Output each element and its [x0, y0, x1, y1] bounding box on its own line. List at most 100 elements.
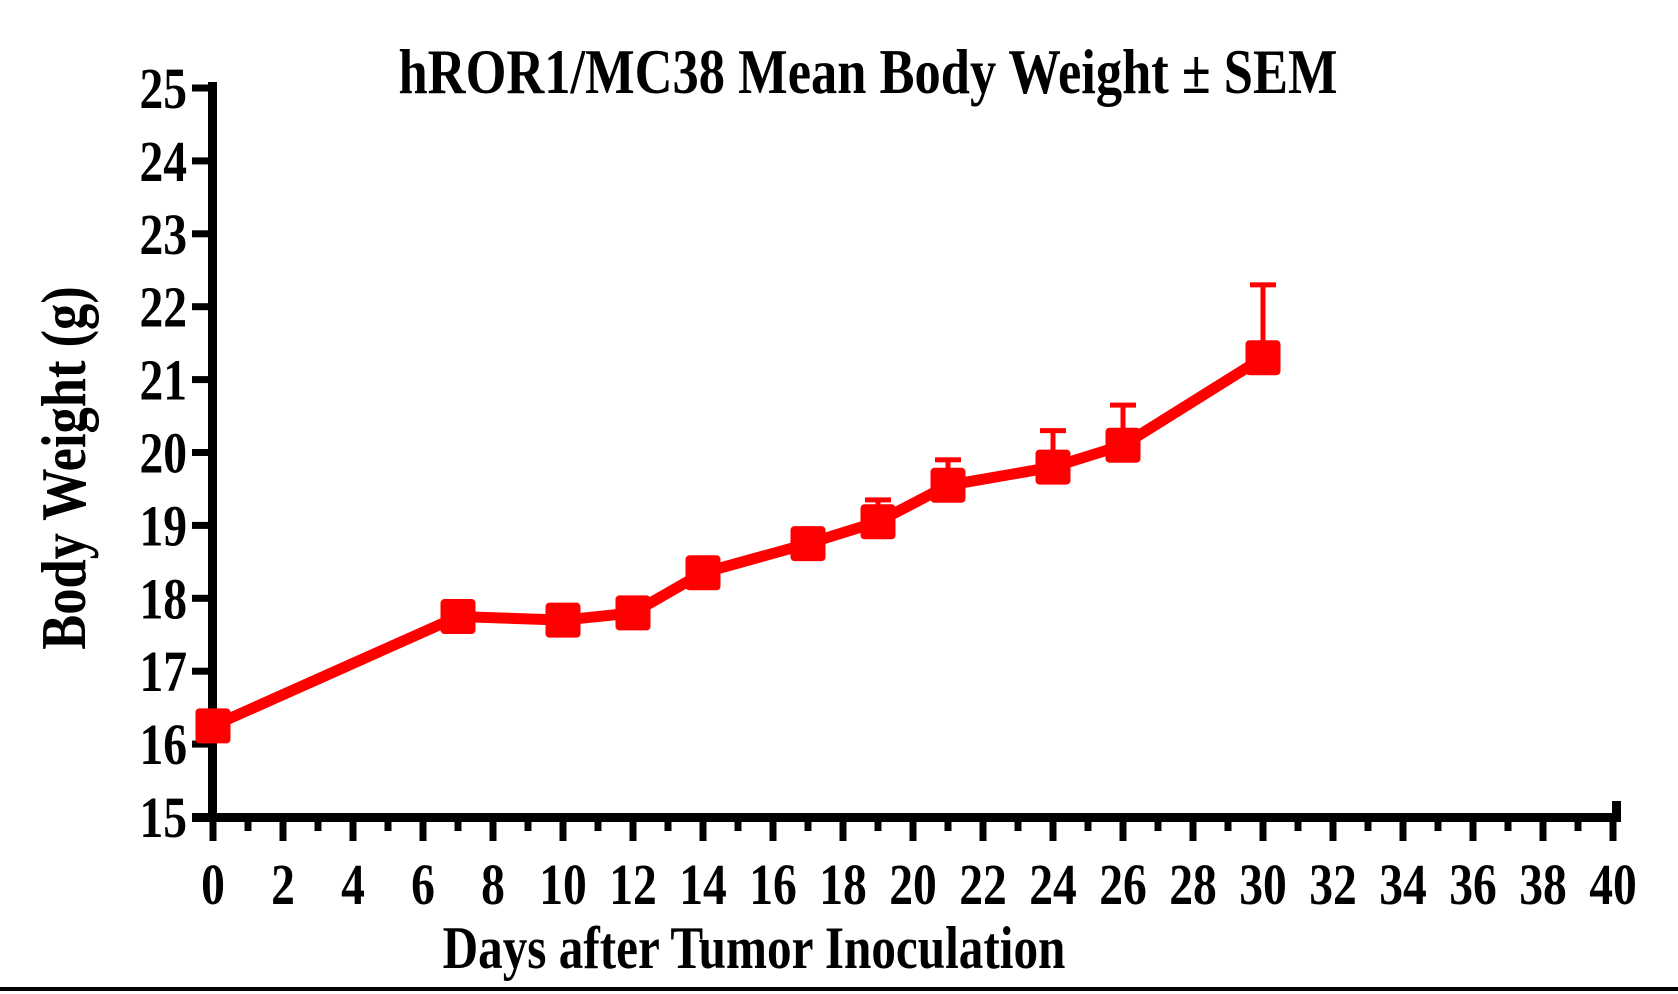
x-minor-tick — [874, 817, 882, 831]
y-tick — [192, 376, 213, 384]
x-axis-end-cap — [1612, 801, 1621, 815]
data-point-marker — [1245, 340, 1281, 376]
x-major-tick — [349, 817, 357, 841]
error-bar-cap — [1250, 282, 1276, 288]
y-tick — [192, 84, 213, 92]
x-minor-tick — [384, 817, 392, 831]
tick-label: 38 — [1519, 854, 1567, 917]
x-minor-tick — [454, 817, 462, 831]
y-tick — [192, 813, 213, 821]
x-minor-tick — [1434, 817, 1442, 831]
x-major-tick — [979, 817, 987, 841]
error-bar-stem — [1120, 405, 1126, 446]
tick-label: 16 — [139, 714, 187, 777]
x-major-tick — [1119, 817, 1127, 841]
tick-label: 30 — [1239, 854, 1287, 917]
x-major-tick — [209, 817, 217, 841]
x-major-tick — [1469, 817, 1477, 841]
x-major-tick — [419, 817, 427, 841]
tick-label: 25 — [139, 58, 187, 121]
x-minor-tick — [314, 817, 322, 831]
x-minor-tick — [244, 817, 252, 831]
tick-label: 8 — [481, 854, 505, 917]
x-minor-tick — [594, 817, 602, 831]
tick-label: 34 — [1379, 854, 1427, 917]
chart-title: hROR1/MC38 Mean Body Weight ± SEM — [398, 36, 1338, 107]
error-bar-cap — [935, 457, 961, 463]
x-minor-tick — [944, 817, 952, 831]
x-major-tick — [1259, 817, 1267, 841]
x-minor-tick — [1084, 817, 1092, 831]
error-bar-stem — [1050, 430, 1056, 468]
error-bar-cap — [865, 497, 891, 503]
x-axis-line — [192, 813, 1621, 822]
x-major-tick — [909, 817, 917, 841]
tick-label: 10 — [539, 854, 587, 917]
tick-label: 22 — [959, 854, 1007, 917]
y-tick — [192, 303, 213, 311]
x-major-tick — [559, 817, 567, 841]
data-point-marker — [930, 467, 966, 503]
x-major-tick — [769, 817, 777, 841]
tick-label: 0 — [201, 854, 225, 917]
x-major-tick — [1329, 817, 1337, 841]
tick-label: 6 — [411, 854, 435, 917]
tick-label: 36 — [1449, 854, 1497, 917]
x-major-tick — [489, 817, 497, 841]
data-point-marker — [685, 555, 721, 591]
data-point-marker — [1035, 449, 1071, 485]
data-point-marker — [860, 504, 896, 540]
tick-label: 40 — [1589, 854, 1637, 917]
tick-label: 2 — [271, 854, 295, 917]
x-minor-tick — [664, 817, 672, 831]
x-minor-tick — [1364, 817, 1372, 831]
bottom-divider — [0, 987, 1678, 991]
series-line — [210, 353, 1266, 731]
tick-label: 16 — [749, 854, 797, 917]
tick-label: 19 — [139, 495, 187, 558]
tick-label: 26 — [1099, 854, 1147, 917]
tick-label: 12 — [609, 854, 657, 917]
error-bar-cap — [1040, 428, 1066, 434]
x-axis-label: Days after Tumor Inoculation — [442, 915, 1066, 981]
x-minor-tick — [1294, 817, 1302, 831]
tick-label: 18 — [819, 854, 867, 917]
x-major-tick — [839, 817, 847, 841]
data-point-marker — [790, 526, 826, 562]
tick-label: 17 — [139, 641, 187, 704]
x-minor-tick — [1504, 817, 1512, 831]
tick-label: 18 — [139, 568, 187, 631]
x-major-tick — [1539, 817, 1547, 841]
y-tick — [192, 157, 213, 165]
y-tick — [192, 594, 213, 602]
x-minor-tick — [1014, 817, 1022, 831]
y-tick — [192, 667, 213, 675]
x-minor-tick — [734, 817, 742, 831]
y-tick — [192, 230, 213, 238]
x-minor-tick — [1574, 817, 1582, 831]
x-minor-tick — [1224, 817, 1232, 831]
data-point-marker — [195, 708, 231, 744]
tick-label: 22 — [139, 276, 187, 339]
tick-label: 4 — [341, 854, 365, 917]
y-tick — [192, 521, 213, 529]
x-major-tick — [1189, 817, 1197, 841]
y-tick — [192, 449, 213, 456]
error-bar-stem — [1260, 284, 1266, 358]
tick-label: 32 — [1309, 854, 1357, 917]
tick-label: 15 — [139, 787, 187, 850]
y-tick — [192, 740, 213, 748]
data-point-marker — [615, 595, 651, 631]
tick-label: 20 — [889, 854, 937, 917]
data-point-marker — [440, 599, 476, 635]
x-minor-tick — [1154, 817, 1162, 831]
tick-label: 24 — [139, 131, 187, 194]
tick-label: 23 — [139, 203, 187, 266]
x-major-tick — [699, 817, 707, 841]
tick-label: 21 — [139, 349, 187, 412]
x-minor-tick — [524, 817, 532, 831]
x-minor-tick — [804, 817, 812, 831]
error-bar-cap — [1110, 402, 1136, 408]
